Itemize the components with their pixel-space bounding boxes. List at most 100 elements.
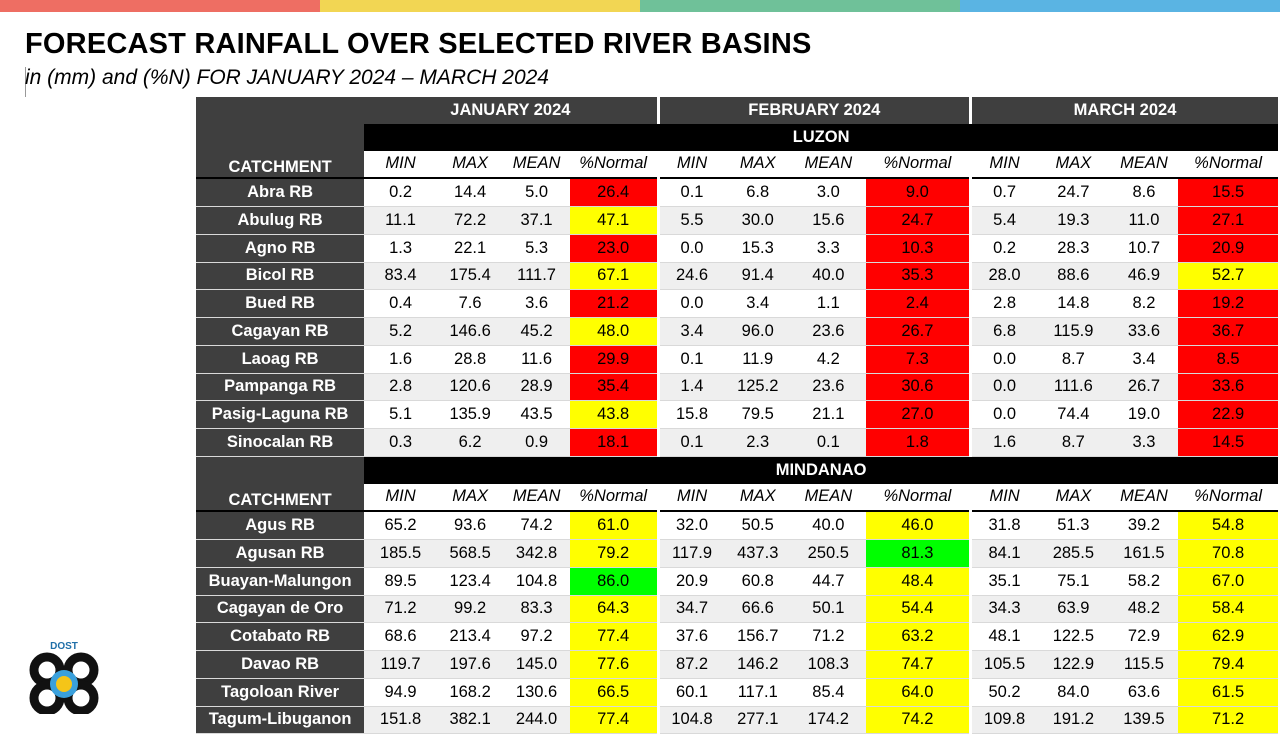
value-cell: 0.0 xyxy=(656,234,725,263)
value-cell: 5.4 xyxy=(969,206,1038,235)
band-segment-green xyxy=(640,0,960,12)
percent-normal-cell: 19.2 xyxy=(1178,289,1278,318)
column-header: MIN xyxy=(656,150,725,180)
value-cell: 40.0 xyxy=(790,511,866,541)
value-cell: 123.4 xyxy=(436,567,504,596)
percent-normal-cell: 63.2 xyxy=(865,622,971,651)
basin-name: Agusan RB xyxy=(196,539,365,568)
value-cell: 0.3 xyxy=(364,428,437,457)
value-cell: 168.2 xyxy=(436,678,504,707)
table-row: Tagoloan River 94.9 168.2 130.6 66.5 60.1 117.… xyxy=(196,678,1278,707)
value-cell: 28.8 xyxy=(436,345,504,374)
value-cell: 34.7 xyxy=(656,595,725,624)
table-row: Agus RB 65.2 93.6 74.2 61.0 32.0 50.5 40.0 46.0 3… xyxy=(196,511,1278,541)
percent-normal-cell: 54.4 xyxy=(865,595,971,624)
value-cell: 6.2 xyxy=(436,428,504,457)
basin-name: Abra RB xyxy=(196,178,365,208)
percent-normal-cell: 62.9 xyxy=(1178,622,1278,651)
value-cell: 1.1 xyxy=(790,289,866,318)
value-cell: 161.5 xyxy=(1109,539,1179,568)
basin-name: Buayan-Malungon xyxy=(196,567,365,596)
basin-name: Laoag RB xyxy=(196,345,365,374)
table-row: Agno RB 1.3 22.1 5.3 23.0 0.0 15.3 3.3 10.3 0.2 28… xyxy=(196,234,1278,263)
value-cell: 125.2 xyxy=(724,373,791,402)
column-header: MEAN xyxy=(1109,483,1179,513)
month-header-row: JANUARY 2024 FEBRUARY 2024 MARCH 2024 xyxy=(196,97,1278,124)
value-cell: 24.6 xyxy=(656,262,725,291)
percent-normal-cell: 33.6 xyxy=(1178,373,1278,402)
percent-normal-cell: 27.1 xyxy=(1178,206,1278,235)
percent-normal-cell: 46.0 xyxy=(865,511,971,541)
value-cell: 0.1 xyxy=(656,428,725,457)
value-cell: 11.9 xyxy=(724,345,791,374)
value-cell: 11.6 xyxy=(503,345,570,374)
value-cell: 115.9 xyxy=(1037,317,1110,346)
value-cell: 568.5 xyxy=(436,539,504,568)
region-header-row: MINDANAO xyxy=(196,456,1278,484)
value-cell: 3.0 xyxy=(790,178,866,208)
percent-normal-cell: 26.7 xyxy=(865,317,971,346)
table-row: Sinocalan RB 0.3 6.2 0.9 18.1 0.1 2.3 0.1 1.8 1.6… xyxy=(196,428,1278,457)
value-cell: 85.4 xyxy=(790,678,866,707)
percent-normal-cell: 79.4 xyxy=(1178,650,1278,679)
value-cell: 74.2 xyxy=(503,511,570,541)
value-cell: 0.1 xyxy=(656,345,725,374)
column-header: %Normal xyxy=(1178,150,1278,180)
value-cell: 3.4 xyxy=(656,317,725,346)
value-cell: 120.6 xyxy=(436,373,504,402)
percent-normal-cell: 54.8 xyxy=(1178,511,1278,541)
value-cell: 130.6 xyxy=(503,678,570,707)
table-row: Abra RB 0.2 14.4 5.0 26.4 0.1 6.8 3.0 9.0 0.7 24.7… xyxy=(196,178,1278,208)
value-cell: 19.0 xyxy=(1109,400,1179,429)
column-header: MIN xyxy=(364,483,437,513)
region-header-row: LUZON xyxy=(196,123,1278,151)
basin-name: Agno RB xyxy=(196,234,365,263)
value-cell: 99.2 xyxy=(436,595,504,624)
dost-logo: DOST xyxy=(29,641,99,714)
month-header: FEBRUARY 2024 xyxy=(656,97,971,124)
column-header: MIN xyxy=(969,483,1038,513)
percent-normal-cell: 48.0 xyxy=(569,317,659,346)
value-cell: 39.2 xyxy=(1109,511,1179,541)
percent-normal-cell: 77.6 xyxy=(569,650,659,679)
value-cell: 48.1 xyxy=(969,622,1038,651)
value-cell: 2.8 xyxy=(969,289,1038,318)
title-divider xyxy=(25,67,26,97)
percent-normal-cell: 86.0 xyxy=(569,567,659,596)
value-cell: 104.8 xyxy=(503,567,570,596)
value-cell: 3.4 xyxy=(724,289,791,318)
page-subtitle: in (mm) and (%N) FOR JANUARY 2024 – MARC… xyxy=(25,66,549,89)
value-cell: 3.3 xyxy=(1109,428,1179,457)
value-cell: 2.3 xyxy=(724,428,791,457)
value-cell: 111.6 xyxy=(1037,373,1110,402)
percent-normal-cell: 15.5 xyxy=(1178,178,1278,208)
basin-name: Pampanga RB xyxy=(196,373,365,402)
table-row: Buayan-Malungon 89.5 123.4 104.8 86.0 20.9 60.… xyxy=(196,567,1278,596)
column-header: MAX xyxy=(436,483,504,513)
value-cell: 84.0 xyxy=(1037,678,1110,707)
column-header: MAX xyxy=(724,150,791,180)
percent-normal-cell: 27.0 xyxy=(865,400,971,429)
column-header: %Normal xyxy=(865,150,971,180)
column-header: %Normal xyxy=(569,483,659,513)
value-cell: 1.6 xyxy=(364,345,437,374)
value-cell: 111.7 xyxy=(503,262,570,291)
catchment-header: CATCHMENT xyxy=(196,150,365,180)
value-cell: 5.3 xyxy=(503,234,570,263)
column-header: %Normal xyxy=(865,483,971,513)
value-cell: 83.3 xyxy=(503,595,570,624)
value-cell: 15.8 xyxy=(656,400,725,429)
percent-normal-cell: 35.3 xyxy=(865,262,971,291)
value-cell: 93.6 xyxy=(436,511,504,541)
value-cell: 45.2 xyxy=(503,317,570,346)
value-cell: 7.6 xyxy=(436,289,504,318)
value-cell: 20.9 xyxy=(656,567,725,596)
basin-name: Bicol RB xyxy=(196,262,365,291)
value-cell: 23.6 xyxy=(790,317,866,346)
region-corner xyxy=(196,123,365,151)
percent-normal-cell: 26.4 xyxy=(569,178,659,208)
basin-name: Cagayan de Oro xyxy=(196,595,365,624)
percent-normal-cell: 47.1 xyxy=(569,206,659,235)
region-label: MINDANAO xyxy=(364,456,1278,484)
percent-normal-cell: 52.7 xyxy=(1178,262,1278,291)
